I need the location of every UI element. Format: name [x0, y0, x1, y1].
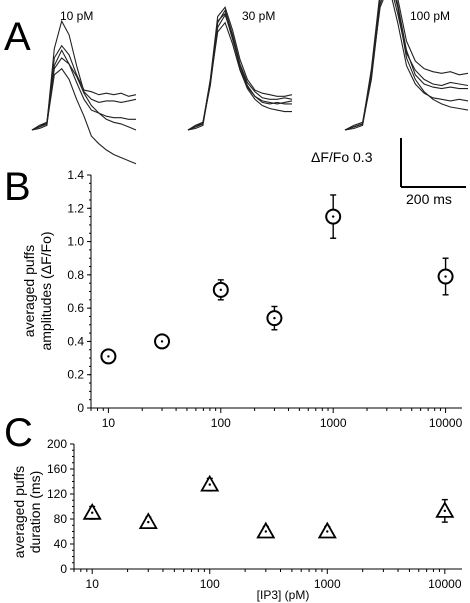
amplitude-data-points	[100, 194, 454, 365]
concentration-label-100pm: 100 pM	[410, 9, 450, 23]
concentration-label-30pm: 30 pM	[242, 9, 275, 23]
amplitude-y-title-line1: averaged puffs	[21, 245, 37, 337]
y-tick-label: 0	[77, 401, 84, 415]
amplitude-y-ticks: 0 0.2 0.4 0.6 0.8 1.0 1.2 1.4	[67, 168, 91, 415]
duration-y-title-line1: averaged puffs	[11, 466, 27, 558]
trace-panel-100pm: 100 pM	[344, 0, 469, 131]
trace-group-10pm	[31, 19, 137, 165]
y-tick-label: 40	[54, 537, 68, 551]
duration-x-ticks: 10 100 1000 10000	[73, 569, 462, 591]
data-point-center	[264, 530, 268, 533]
y-tick-label: 0	[60, 562, 67, 576]
x-tick-label: 1000	[320, 416, 347, 430]
y-tick-label: 120	[47, 487, 67, 501]
amplitude-y-title-line2: amplitudes (ΔF/Fo)	[38, 231, 54, 350]
y-tick-label: 0.4	[67, 334, 84, 348]
duration-y-title-line2: duration (ms)	[27, 471, 43, 553]
x-tick-label: 1000	[314, 577, 341, 591]
duration-x-axis-title: [IP3] (pM)	[257, 588, 310, 602]
trace-panel-30pm: 30 pM	[187, 6, 293, 131]
y-tick-label: 1.2	[67, 201, 84, 215]
y-tick-label: 1.4	[67, 168, 84, 182]
calcium-trace	[187, 13, 292, 131]
duration-chart: 0 40 80 120 160 200 10 100 1000 10000 averaged p…	[11, 437, 462, 602]
data-point-center	[444, 275, 447, 278]
panel-label-c: C	[4, 411, 33, 455]
calcium-trace	[187, 12, 293, 131]
duration-data-points	[82, 474, 455, 539]
scale-bar-amplitude-label: ΔF/Fo 0.3	[311, 149, 373, 165]
data-point-center	[107, 355, 110, 358]
y-tick-label: 160	[47, 462, 67, 476]
y-tick-label: 0.8	[67, 268, 84, 282]
panel-label-a: A	[4, 15, 31, 59]
amplitude-chart: 0 0.2 0.4 0.6 0.8 1.0 1.2 1.4 10 100 1000 10000 av…	[21, 168, 463, 430]
trace-group-30pm	[187, 6, 293, 131]
scale-bar-time-label: 200 ms	[406, 191, 452, 207]
panel-label-b: B	[4, 165, 31, 209]
y-tick-label: 80	[54, 512, 68, 526]
y-tick-label: 0.6	[67, 301, 84, 315]
data-point-center	[443, 509, 447, 513]
calcium-trace	[187, 21, 292, 131]
duration-y-ticks: 0 40 80 120 160 200	[47, 437, 74, 576]
x-tick-label: 10000	[429, 416, 463, 430]
y-tick-label: 0.2	[67, 368, 84, 382]
data-point-center	[147, 520, 150, 524]
data-point-center	[326, 530, 329, 533]
calcium-trace	[31, 67, 137, 165]
data-point-center	[208, 483, 211, 486]
x-tick-label: 100	[211, 416, 231, 430]
data-point-center	[219, 288, 222, 292]
data-point-center	[331, 215, 335, 218]
x-tick-label: 10	[102, 416, 116, 430]
scale-bar: ΔF/Fo 0.3 200 ms	[311, 138, 466, 207]
trace-panel-10pm: 10 pM	[31, 9, 137, 165]
calcium-trace	[344, 0, 469, 131]
concentration-label-10pm: 10 pM	[60, 9, 93, 23]
y-tick-label: 200	[47, 437, 67, 451]
data-point-center	[91, 511, 94, 514]
y-tick-label: 1.0	[67, 235, 84, 249]
amplitude-x-ticks: 10 100 1000 10000	[90, 408, 463, 430]
data-point-center	[160, 340, 164, 343]
data-point-center	[273, 316, 276, 320]
x-tick-label: 10	[86, 577, 100, 591]
trace-group-100pm	[344, 0, 469, 131]
x-tick-label: 10000	[428, 577, 462, 591]
calcium-trace	[31, 44, 137, 131]
x-tick-label: 100	[200, 577, 220, 591]
